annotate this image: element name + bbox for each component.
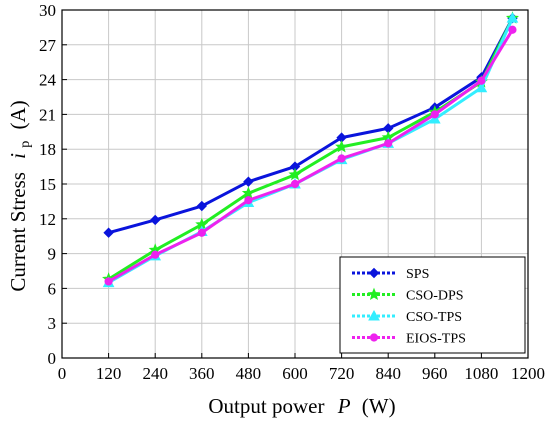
legend-label: CSO-DPS (406, 289, 464, 304)
x-tick-label: 1080 (464, 364, 498, 383)
y-tick-label: 24 (39, 71, 57, 90)
data-point-eios-tps (430, 110, 439, 119)
legend-item-eios-tps: EIOS-TPS (352, 332, 466, 347)
legend-marker (367, 287, 381, 301)
x-axis-label-symbol: P (337, 394, 351, 418)
data-point-eios-tps (151, 250, 160, 259)
legend-item-cso-dps: CSO-DPS (352, 287, 464, 304)
y-axis-label-symbol: i (6, 153, 30, 159)
data-point-eios-tps (477, 76, 486, 85)
series-eios-tps (104, 25, 517, 286)
data-point-cso-dps (288, 167, 302, 181)
x-tick-label: 240 (142, 364, 168, 383)
data-point-cso-dps (241, 186, 255, 199)
series-line-eios-tps (107, 28, 514, 283)
svg-text:Output power P (W): Output power P (W) (208, 394, 395, 418)
y-axis-label: Current Stress i p (A) (6, 100, 34, 291)
svg-text:Current Stress i p: Current Stress i p (A) (6, 100, 34, 291)
data-point-cso-tps (428, 113, 441, 124)
data-point-cso-tps (506, 12, 519, 23)
legend-label: SPS (406, 267, 429, 282)
x-tick-label: 840 (375, 364, 401, 383)
y-axis-label-unit: (A) (6, 100, 30, 129)
data-point-eios-tps (244, 196, 253, 205)
y-tick-label: 15 (39, 175, 56, 194)
y-tick-label: 30 (39, 1, 56, 20)
x-tick-label: 1200 (511, 364, 545, 383)
y-tick-label: 6 (48, 279, 57, 298)
x-axis-label: Output power P (W) (208, 394, 395, 418)
legend: SPS CSO-DPS CSO-TPS EIOS-TPS (339, 256, 526, 354)
legend-item-cso-tps: CSO-TPS (352, 309, 462, 325)
x-tick-label: 120 (96, 364, 122, 383)
series-line-sps (108, 17, 514, 235)
data-point-sps (243, 176, 254, 187)
data-point-eios-tps (508, 25, 517, 34)
y-axis-label-subscript: p (18, 141, 33, 148)
y-tick-label: 21 (39, 105, 56, 124)
legend-label: EIOS-TPS (406, 332, 466, 347)
y-tick-label: 27 (39, 36, 57, 55)
data-point-sps (103, 227, 114, 238)
data-point-eios-tps (337, 154, 346, 163)
x-axis-label-main: Output power (208, 394, 324, 418)
data-point-sps (196, 200, 208, 212)
axis-ticks: 0 120 240 360 480 600 720 840 960 1080 1200 0 3 6 9 12 1… (39, 1, 545, 383)
y-tick-label: 9 (48, 245, 57, 264)
data-point-eios-tps (384, 139, 393, 148)
x-tick-label: 0 (58, 364, 67, 383)
y-tick-label: 3 (48, 314, 57, 333)
legend-item-sps: SPS (352, 267, 429, 282)
data-point-sps (149, 214, 161, 226)
x-tick-label: 960 (422, 364, 448, 383)
y-tick-label: 18 (39, 140, 56, 159)
data-point-cso-dps (335, 140, 349, 153)
legend-marker (369, 333, 379, 342)
data-point-eios-tps (104, 277, 113, 286)
y-tick-label: 12 (39, 210, 56, 229)
x-tick-label: 480 (236, 364, 262, 383)
x-tick-label: 600 (282, 364, 308, 383)
y-axis-label-main: Current Stress (6, 172, 30, 292)
data-point-eios-tps (197, 228, 206, 237)
y-tick-label: 0 (48, 349, 57, 368)
legend-marker (368, 309, 380, 321)
series-line-cso-dps (107, 17, 514, 281)
data-point-eios-tps (290, 179, 300, 189)
legend-marker (368, 267, 380, 279)
series-sps (103, 12, 518, 238)
series-layer (102, 11, 519, 288)
x-tick-label: 360 (189, 364, 215, 383)
x-tick-label: 720 (329, 364, 355, 383)
series-cso-dps (102, 11, 519, 285)
data-point-cso-tps (475, 81, 488, 93)
x-axis-label-unit: (W) (362, 394, 396, 418)
legend-label: CSO-TPS (406, 310, 462, 325)
